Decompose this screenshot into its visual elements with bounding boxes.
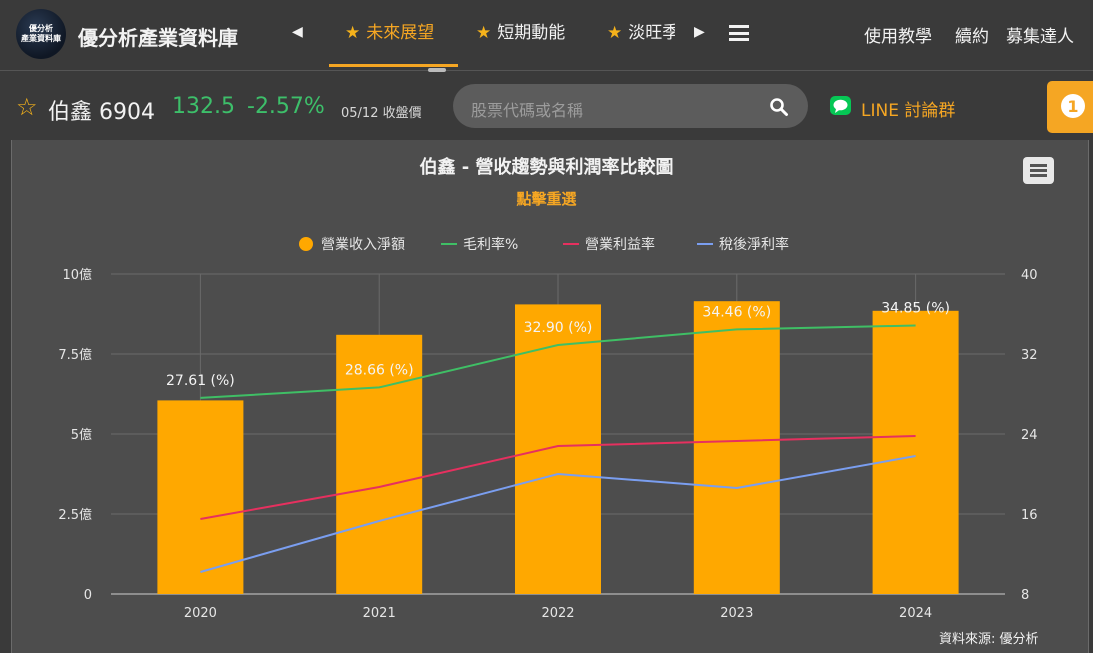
x-tick-label: 2020 (184, 606, 217, 621)
renew-link[interactable]: 續約 (955, 27, 989, 47)
x-tick-label: 2024 (899, 606, 932, 621)
recruit-link[interactable]: 募集達人 (1006, 27, 1074, 47)
logo-line-1: 優分析 (29, 24, 53, 33)
tab-label: 未來展望 (366, 23, 435, 43)
tutorial-link[interactable]: 使用教學 (864, 27, 932, 47)
tab-label: 淡旺季 (628, 23, 675, 43)
notification-count-badge[interactable]: 1 (1061, 94, 1085, 118)
search-icon[interactable] (769, 97, 789, 117)
logo-line-2: 產業資料庫 (21, 34, 61, 43)
star-icon: ★ (476, 23, 492, 43)
x-tick-label: 2021 (363, 606, 396, 621)
y-right-tick-label: 24 (1021, 428, 1038, 443)
menu-icon[interactable] (729, 25, 749, 41)
star-icon: ★ (345, 23, 361, 43)
y-left-tick-label: 7.5億 (58, 347, 92, 363)
tab-seasonality[interactable]: ★ 淡旺季 (607, 18, 675, 68)
chart-credit: 資料來源: 優分析 (939, 632, 1039, 647)
revenue-bar (515, 304, 601, 594)
y-right-tick-label: 32 (1021, 348, 1038, 363)
tab-short-term-momentum[interactable]: ★ 短期動能 (476, 18, 565, 68)
legend-item: 稅後淨利率 (719, 236, 789, 253)
chart-title: 伯鑫 - 營收趨勢與利潤率比較圖 (419, 157, 674, 178)
stock-date: 05/12 收盤價 (341, 106, 422, 121)
revenue-bar (693, 301, 780, 594)
line-chat-icon[interactable] (830, 96, 851, 115)
y-left-tick-label: 0 (84, 588, 92, 603)
brand-name[interactable]: 優分析產業資料庫 (78, 26, 238, 50)
tabs-scrollbar[interactable] (428, 68, 446, 72)
legend-item: 營業收入淨額 (321, 237, 405, 253)
stock-name: 伯鑫 6904 (48, 100, 155, 125)
star-icon: ★ (607, 23, 623, 43)
favorite-star-icon[interactable]: ☆ (16, 93, 38, 121)
series-line-1 (200, 324, 916, 399)
active-tab-indicator (329, 64, 458, 67)
revenue-bar (157, 400, 244, 594)
line-group-link[interactable]: LINE 討論群 (861, 101, 956, 121)
stock-change: -2.57% (247, 94, 325, 119)
revenue-bar (336, 334, 423, 594)
series-line-2 (200, 435, 916, 520)
stock-price: 132.5 (172, 94, 235, 119)
search-input[interactable] (453, 84, 808, 128)
y-right-tick-label: 16 (1021, 508, 1038, 523)
y-right-tick-label: 8 (1021, 588, 1029, 603)
data-label: 34.46 (%) (702, 304, 771, 320)
y-left-tick-label: 10億 (62, 267, 92, 283)
x-tick-label: 2022 (541, 606, 574, 621)
tab-label: 短期動能 (497, 23, 566, 43)
chart-menu-icon[interactable] (1023, 157, 1054, 184)
legend-item: 營業利益率 (585, 236, 655, 253)
revenue-bar (872, 310, 959, 594)
x-tick-label: 2023 (720, 606, 753, 621)
legend-item: 毛利率% (463, 236, 518, 253)
data-label: 32.90 (%) (524, 320, 593, 336)
data-label: 34.85 (%) (881, 301, 950, 317)
tabs-scroll-left-icon[interactable]: ◀ (292, 24, 303, 40)
data-label: 28.66 (%) (345, 362, 414, 378)
y-left-tick-label: 2.5億 (58, 507, 92, 523)
top-nav: 優分析 產業資料庫 優分析產業資料庫 ◀ ★ 未來展望 ★ 短期動能 ★ 淡旺季 ▶ … (0, 0, 1093, 72)
series-line-3 (200, 455, 916, 573)
search-placeholder: 股票代碼或名稱 (471, 101, 584, 120)
chart-reset-link[interactable]: 點擊重選 (516, 190, 577, 208)
tab-future-outlook[interactable]: ★ 未來展望 (345, 18, 434, 68)
brand-logo[interactable]: 優分析 產業資料庫 (16, 9, 66, 59)
y-right-tick-label: 40 (1021, 268, 1038, 283)
data-label: 27.61 (%) (166, 373, 235, 389)
legend-marker-revenue (299, 237, 313, 251)
tabs-scroll-right-icon[interactable]: ▶ (694, 24, 705, 40)
y-left-tick-label: 5億 (71, 427, 92, 443)
